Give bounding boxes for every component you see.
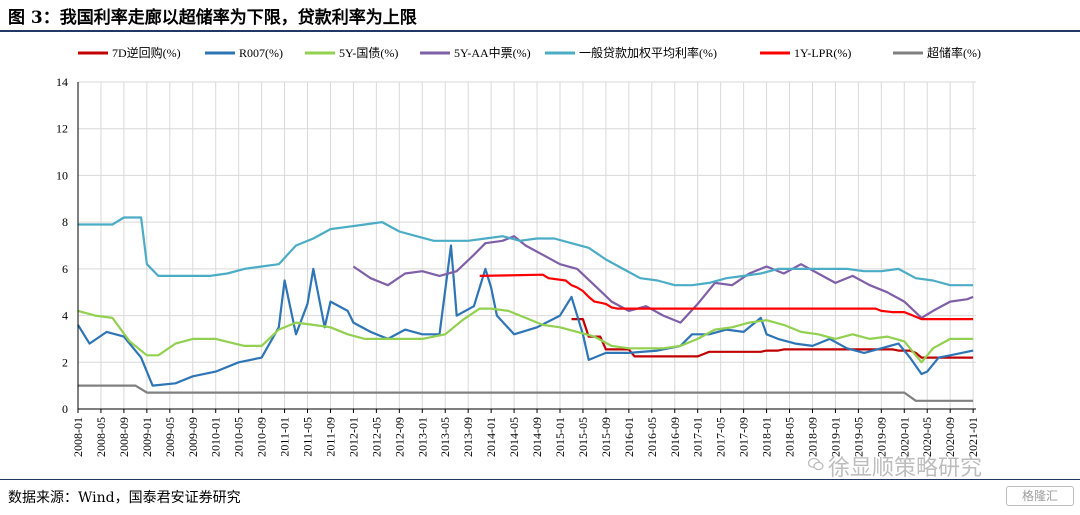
x-tick-label: 2020-05 xyxy=(920,417,934,457)
wechat-icon xyxy=(808,457,824,471)
chart-legend: 7D逆回购(%) R007(%) 5Y-国债(%) 5Y-AA中票(%) 一般贷款加权平… xyxy=(78,45,981,60)
y-tick-label: 2 xyxy=(62,355,68,369)
x-tick-label: 2015-01 xyxy=(553,417,567,457)
x-tick-label: 2011-09 xyxy=(323,417,337,457)
x-tick-label: 2017-01 xyxy=(691,417,705,457)
y-tick-label: 0 xyxy=(62,402,68,416)
y-tick-label: 14 xyxy=(56,75,68,89)
series-line-2 xyxy=(77,307,974,364)
x-tick-label: 2014-05 xyxy=(507,417,521,457)
chart: 7D逆回购(%) R007(%) 5Y-国债(%) 5Y-AA中票(%) 一般贷款加权平… xyxy=(56,45,981,457)
x-tick-label: 2017-05 xyxy=(714,417,728,457)
footer-rule xyxy=(0,479,1080,480)
series-line-6 xyxy=(78,384,974,402)
series-line-3 xyxy=(352,235,974,324)
figure-title: 图 3：我国利率走廊以超储率为下限，贷款利率为上限 xyxy=(8,8,417,28)
y-tick-label: 10 xyxy=(56,168,68,182)
x-tick-label: 2019-09 xyxy=(874,417,888,457)
x-tick-label: 2012-05 xyxy=(369,417,383,457)
series-line-5 xyxy=(479,273,974,321)
y-tick-label: 8 xyxy=(62,215,68,229)
x-tick-label: 2013-01 xyxy=(415,417,429,457)
x-tick-label: 2016-01 xyxy=(622,417,636,457)
x-tick-label: 2008-01 xyxy=(71,417,85,457)
x-tick-label: 2020-09 xyxy=(943,417,957,457)
x-tick-label: 2018-05 xyxy=(783,417,797,457)
x-tick-label: 2008-05 xyxy=(94,417,108,457)
x-tick-label: 2020-01 xyxy=(897,417,911,457)
x-tick-label: 2019-05 xyxy=(851,417,865,457)
x-tick-label: 2010-05 xyxy=(232,417,246,457)
x-tick-label: 2011-05 xyxy=(301,417,315,457)
y-tick-label: 12 xyxy=(56,122,68,136)
series-line-4 xyxy=(78,216,974,287)
x-tick-label: 2012-09 xyxy=(392,417,406,457)
badge: 格隆汇 xyxy=(1006,486,1074,506)
x-tick-label: 2015-05 xyxy=(576,417,590,457)
x-tick-label: 2014-09 xyxy=(530,417,544,457)
x-tick-label: 2016-05 xyxy=(645,417,659,457)
x-tick-label: 2010-09 xyxy=(255,417,269,457)
title-bar: 图 3：我国利率走廊以超储率为下限，贷款利率为上限 xyxy=(0,0,1080,30)
chart-axes: 0 2 4 6 8 10 12 14 2008-01 2008-05 2008-09 2009-01 2… xyxy=(56,75,980,457)
chart-series xyxy=(77,216,974,402)
legend-label-5: 1Y-LPR(%) xyxy=(794,46,851,60)
x-tick-label: 2009-05 xyxy=(163,417,177,457)
legend-label-2: 5Y-国债(%) xyxy=(339,46,398,60)
x-tick-label: 2011-01 xyxy=(278,417,292,457)
legend-label-0: 7D逆回购(%) xyxy=(112,45,181,60)
x-tick-label: 2013-05 xyxy=(438,417,452,457)
title-rule xyxy=(0,30,1080,32)
x-tick-label: 2010-01 xyxy=(209,417,223,457)
legend-label-4: 一般贷款加权平均利率(%) xyxy=(579,45,717,60)
x-tick-label: 2014-01 xyxy=(484,417,498,457)
x-tick-label: 2019-01 xyxy=(828,417,842,457)
x-tick-label: 2015-09 xyxy=(599,417,613,457)
y-tick-label: 4 xyxy=(62,309,68,323)
x-tick-label: 2009-01 xyxy=(140,417,154,457)
x-tick-label: 2013-09 xyxy=(461,417,475,457)
legend-label-3: 5Y-AA中票(%) xyxy=(454,45,531,60)
y-tick-label: 6 xyxy=(62,262,68,276)
x-tick-label: 2008-09 xyxy=(117,417,131,457)
x-tick-label: 2012-01 xyxy=(346,417,360,457)
source-note: 数据来源：Wind，国泰君安证券研究 xyxy=(8,490,241,506)
x-tick-label: 2009-09 xyxy=(186,417,200,457)
x-tick-label: 2018-09 xyxy=(805,417,819,457)
x-tick-label: 2021-01 xyxy=(966,417,980,457)
watermark: 徐显顺策略研究 xyxy=(828,456,983,481)
x-tick-label: 2017-09 xyxy=(737,417,751,457)
x-tick-label: 2016-09 xyxy=(668,417,682,457)
legend-label-1: R007(%) xyxy=(239,46,283,60)
series-line-1 xyxy=(77,244,974,387)
x-tick-label: 2018-01 xyxy=(760,417,774,457)
legend-label-6: 超储率(%) xyxy=(927,45,981,60)
